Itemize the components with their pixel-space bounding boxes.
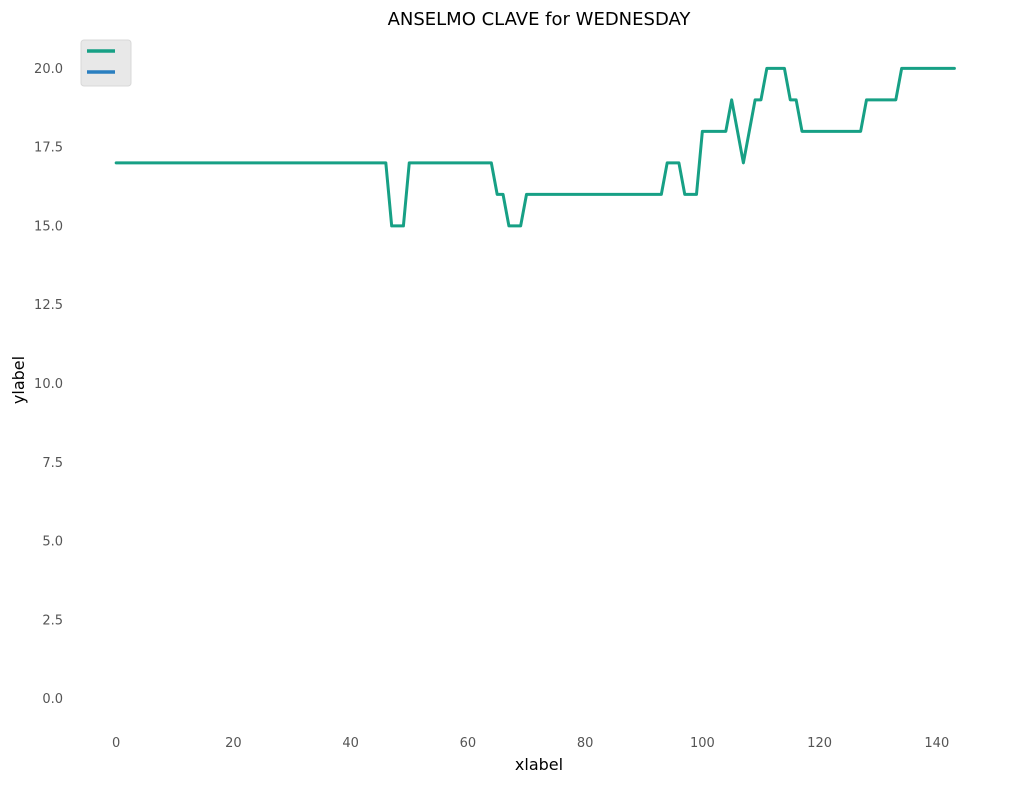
y-axis-ticks: 0.0 2.5 5.0 7.5 10.0 12.5 15.0 17.5 20.0 [34, 62, 63, 707]
series-line [114, 66, 956, 228]
y-axis-label: ylabel [9, 356, 28, 404]
legend-entries [87, 49, 115, 74]
y-tick-label: 10.0 [34, 377, 63, 392]
y-tick-label: 15.0 [34, 219, 63, 234]
x-tick-label: 80 [577, 736, 594, 751]
y-tick-label: 17.5 [34, 141, 63, 156]
y-tick-label: 0.0 [42, 692, 63, 707]
x-tick-label: 120 [807, 736, 832, 751]
legend [80, 39, 132, 87]
x-axis-label: xlabel [515, 755, 563, 774]
chart-title: ANSELMO CLAVE for WEDNESDAY [388, 9, 692, 30]
x-tick-label: 40 [342, 736, 359, 751]
legend-box [80, 39, 132, 87]
y-tick-label: 5.0 [42, 535, 63, 550]
y-tick-label: 12.5 [34, 298, 63, 313]
x-tick-label: 140 [924, 736, 949, 751]
x-tick-label: 20 [225, 736, 242, 751]
x-tick-label: 60 [460, 736, 477, 751]
x-tick-label: 0 [112, 736, 120, 751]
y-tick-label: 7.5 [42, 456, 63, 471]
x-tick-label: 100 [690, 736, 715, 751]
series-layer [114, 66, 956, 228]
y-tick-label: 20.0 [34, 62, 63, 77]
x-axis-ticks: 0 20 40 60 80 100 120 140 [112, 736, 949, 751]
y-tick-label: 2.5 [42, 613, 63, 628]
